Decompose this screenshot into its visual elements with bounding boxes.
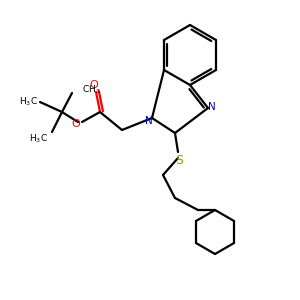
Text: H$_3$C: H$_3$C bbox=[29, 133, 48, 145]
Text: N: N bbox=[208, 102, 216, 112]
Text: H$_3$C: H$_3$C bbox=[19, 96, 38, 108]
Text: O: O bbox=[72, 119, 80, 129]
Text: CH$_3$: CH$_3$ bbox=[82, 84, 100, 96]
Text: S: S bbox=[175, 154, 183, 167]
Text: O: O bbox=[90, 80, 98, 90]
Text: N: N bbox=[145, 116, 153, 126]
